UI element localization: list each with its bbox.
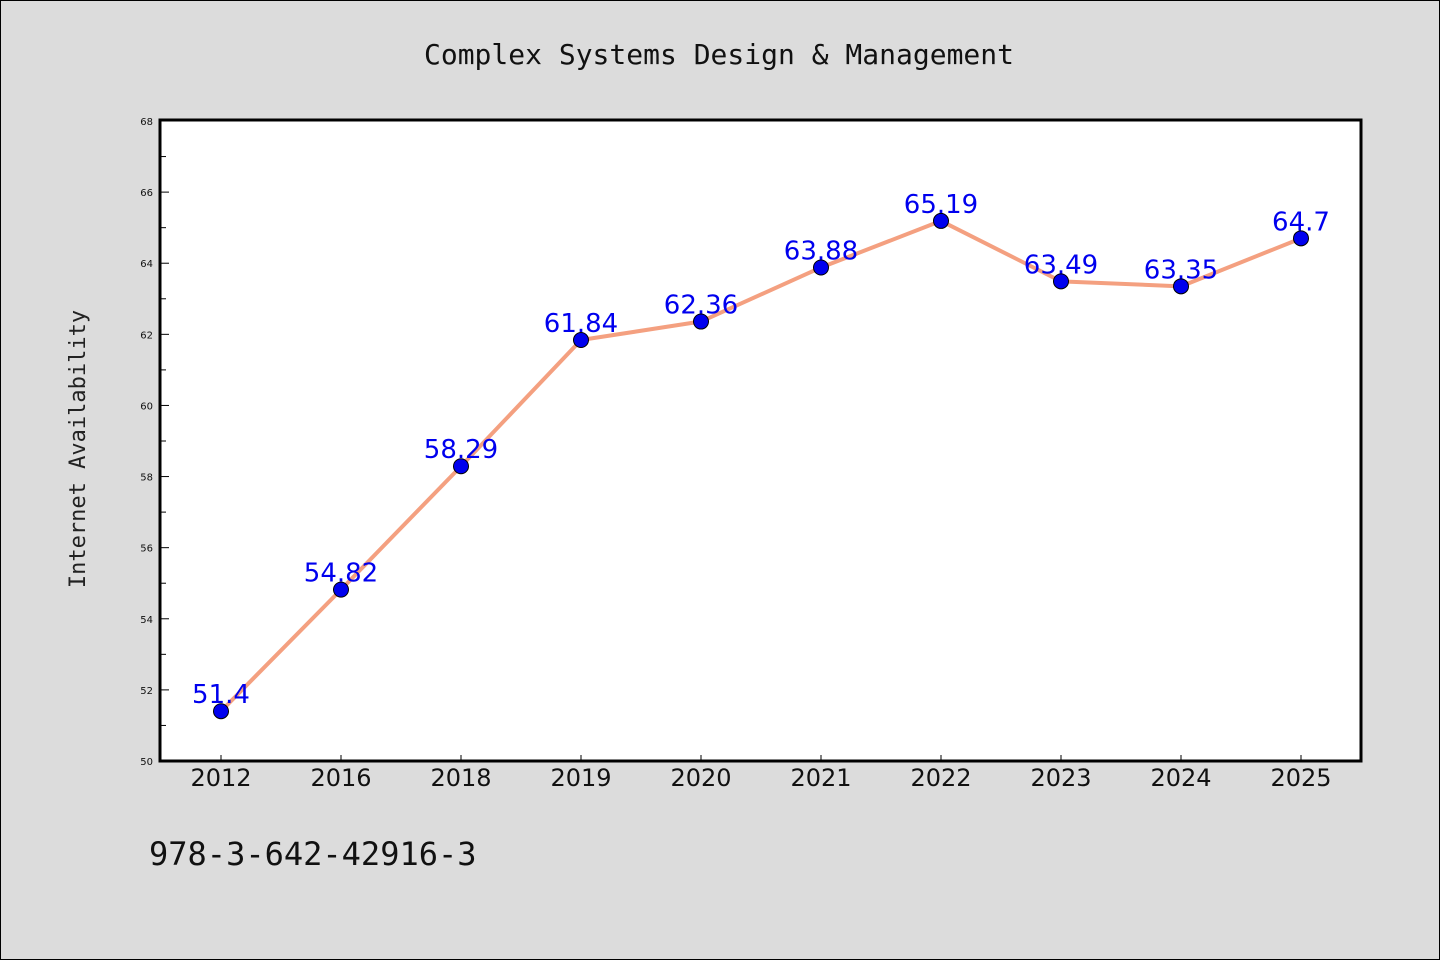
y-tick-label: 60 bbox=[140, 401, 153, 412]
plot-area bbox=[158, 118, 1363, 763]
data-point bbox=[453, 458, 469, 475]
data-point bbox=[213, 703, 229, 720]
data-label: 63.88 bbox=[784, 236, 858, 266]
y-tick-label: 54 bbox=[140, 615, 153, 626]
data-point bbox=[1053, 273, 1069, 290]
x-tick-label: 2021 bbox=[790, 764, 851, 792]
y-tick-label: 62 bbox=[140, 330, 153, 341]
data-point bbox=[1173, 278, 1189, 295]
data-label: 51.4 bbox=[192, 680, 250, 710]
x-axis-ticks: 2012 2016 2018 2019 2020 2021 2022 2023 2024 2025 bbox=[190, 755, 1332, 792]
data-point bbox=[333, 581, 349, 598]
series-line-group bbox=[213, 212, 1309, 720]
y-tick-label: 56 bbox=[140, 544, 153, 555]
y-axis-ticks: 50 52 54 56 58 60 62 64 66 68 bbox=[140, 117, 169, 768]
y-tick-label: 68 bbox=[140, 117, 153, 128]
data-label: 58.29 bbox=[424, 435, 498, 465]
y-tick-label: 58 bbox=[140, 473, 153, 484]
data-point bbox=[693, 313, 709, 330]
isbn-footer: 978-3-642-42916-3 bbox=[149, 835, 477, 873]
chart-title: Complex Systems Design & Management bbox=[424, 38, 1014, 71]
data-point bbox=[1293, 230, 1309, 247]
x-tick-label: 2024 bbox=[1150, 764, 1211, 792]
data-label: 64.7 bbox=[1272, 207, 1330, 237]
x-tick-label: 2025 bbox=[1270, 764, 1331, 792]
x-tick-label: 2022 bbox=[910, 764, 971, 792]
x-tick-label: 2019 bbox=[550, 764, 611, 792]
data-labels-group: 51.4 54.82 58.29 61.84 62.36 63.88 65.19 63.49 6… bbox=[192, 190, 1330, 710]
data-label: 61.84 bbox=[544, 309, 618, 339]
data-label: 63.35 bbox=[1144, 255, 1218, 285]
data-point bbox=[933, 212, 949, 229]
x-tick-label: 2023 bbox=[1030, 764, 1091, 792]
x-tick-label: 2020 bbox=[670, 764, 731, 792]
y-tick-label: 50 bbox=[140, 757, 153, 768]
x-tick-label: 2018 bbox=[430, 764, 491, 792]
x-tick-label: 2012 bbox=[190, 764, 251, 792]
y-axis-label: Internet Availability bbox=[66, 310, 91, 588]
y-tick-label: 66 bbox=[140, 188, 153, 199]
data-label: 62.36 bbox=[664, 291, 738, 321]
y-tick-label: 52 bbox=[140, 686, 153, 697]
data-point bbox=[813, 259, 829, 276]
data-label: 54.82 bbox=[304, 559, 378, 589]
series-line bbox=[219, 218, 1302, 713]
x-tick-label: 2016 bbox=[310, 764, 371, 792]
data-label: 63.49 bbox=[1024, 250, 1098, 280]
data-point bbox=[573, 332, 589, 349]
data-label: 65.19 bbox=[904, 190, 978, 220]
y-tick-label: 64 bbox=[140, 259, 153, 270]
